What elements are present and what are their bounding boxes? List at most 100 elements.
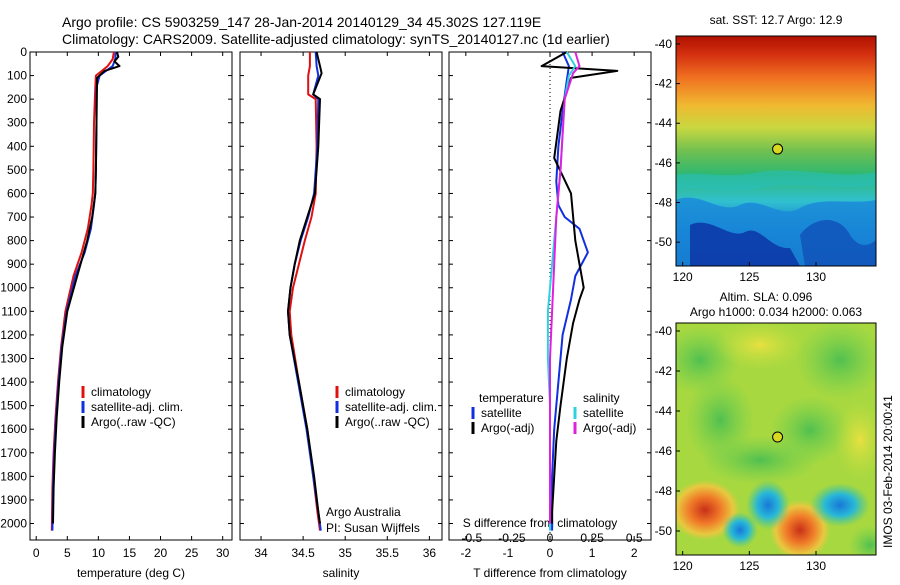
y-tick-label: 1100: [1, 304, 27, 318]
s-tick-label: -0.25: [498, 531, 526, 545]
legend-label: climatology: [345, 385, 405, 399]
y-tick-label: 500: [7, 163, 27, 177]
difference-panel: -2 -1 0 1 2 T difference from climatology S di…: [448, 51, 652, 580]
x-tick-label: 2: [631, 546, 638, 560]
sla-cold-eddy: [746, 480, 790, 530]
x-tick-label: -1: [503, 546, 514, 560]
sla-blob: [700, 435, 820, 485]
map-x-tick-label: 120: [673, 270, 693, 284]
sla-blob: [715, 323, 805, 370]
y-tick-label: 1000: [0, 281, 27, 295]
legend-label: satellite: [481, 406, 522, 420]
y-tick-label: 1400: [0, 375, 27, 389]
y-tick-label: 200: [7, 92, 27, 106]
legend-label: Argo(..raw -QC): [345, 415, 430, 429]
sst-cold-eddy: [690, 222, 800, 266]
x-axis-label: salinity: [323, 566, 360, 580]
map-y-tick-label: -40: [655, 37, 673, 51]
legend-title: salinity: [583, 391, 620, 405]
s-tick-label: -0.5: [461, 531, 482, 545]
y-tick-label: 300: [7, 116, 27, 130]
map-y-tick-label: -42: [655, 77, 673, 91]
map-y-tick-label: -46: [655, 444, 673, 458]
sla-blob: [848, 525, 876, 555]
x-tick-label: 25: [185, 546, 199, 560]
temperature-panel: 0 5 10 15 20 25 300100200300400500600700800900…: [0, 45, 233, 580]
s-tick-label: 0.5: [626, 531, 643, 545]
imos-timestamp: IMOS 03-Feb-2014 20:00:41: [881, 395, 895, 548]
sla-map-frame: [675, 322, 877, 556]
y-tick-label: 800: [7, 234, 27, 248]
y-tick-label: 1500: [0, 399, 27, 413]
map-y-tick-label: -44: [655, 116, 673, 130]
x-tick-label: 35: [339, 546, 353, 560]
sst-map-panel: 120 125 130 -40 -42 -44 -46 -48 -50 sat. SST: 12.…: [655, 13, 877, 284]
x-tick-label: -2: [460, 546, 471, 560]
series-line-argo-raw-qc-: [52, 51, 121, 524]
legend-label: satellite-adj. clim.: [345, 400, 437, 414]
x-tick-label: 36: [423, 546, 437, 560]
legend-label: Argo(..raw -QC): [91, 415, 176, 429]
legend-label: Argo(-adj): [481, 421, 534, 435]
series-line-argo-raw-qc-: [287, 51, 323, 524]
y-tick-label: 600: [7, 186, 27, 200]
sla-blob: [835, 400, 876, 480]
x-tick-label: 0: [547, 546, 554, 560]
series-line-temperature-argo-adj-: [540, 51, 619, 524]
sst-front: [676, 170, 876, 191]
sla-cold-eddy: [722, 512, 758, 548]
map-title: Argo h1000: 0.034 h2000: 0.063: [690, 305, 862, 319]
x-axis-label: temperature (deg C): [77, 566, 185, 580]
legend-label: satellite: [583, 406, 624, 420]
x-tick-label: 15: [123, 546, 137, 560]
y-tick-label: 100: [7, 69, 27, 83]
annotation-line: PI: Susan Wijffels: [326, 521, 420, 535]
y-tick-label: 900: [7, 257, 27, 271]
legend-title: temperature: [479, 391, 544, 405]
x-axis-label-top: S difference from climatology: [463, 516, 618, 530]
map-y-tick-label: -44: [655, 404, 673, 418]
map-y-tick-label: -50: [655, 524, 673, 538]
x-tick-label: 5: [64, 546, 71, 560]
y-tick-label: 400: [7, 139, 27, 153]
x-tick-label: 30: [216, 546, 230, 560]
header-line2: Climatology: CARS2009. Satellite-adjuste…: [62, 31, 610, 47]
x-tick-label: 10: [92, 546, 106, 560]
x-axis-label: T difference from climatology: [473, 566, 627, 580]
y-tick-label: 1700: [0, 446, 27, 460]
map-x-tick-label: 125: [739, 270, 759, 284]
argo-float-marker: [772, 143, 784, 155]
y-tick-label: 1800: [0, 469, 27, 483]
sla-cold-eddy: [810, 483, 870, 527]
s-tick-label: 0.25: [580, 531, 604, 545]
salinity-panel: 34 34.5 35 35.5 36 salinity climatologysatelli…: [239, 51, 443, 580]
map-x-tick-label: 125: [739, 559, 759, 573]
temperature-frame: [29, 51, 233, 541]
map-title: sat. SST: 12.7 Argo: 12.9: [710, 13, 843, 27]
series-line-temperature-satellite: [551, 51, 589, 531]
legend-label: Argo(-adj): [583, 421, 636, 435]
map-x-tick-label: 120: [673, 559, 693, 573]
map-y-tick-label: -40: [655, 324, 673, 338]
annotation-line: Argo Australia: [326, 505, 401, 519]
x-tick-label: 1: [589, 546, 596, 560]
salinity-frame: [239, 51, 443, 541]
map-x-tick-label: 130: [806, 270, 826, 284]
sst-cold-eddy-east: [800, 220, 876, 266]
y-tick-label: 1600: [0, 422, 27, 436]
x-tick-label: 35.5: [376, 546, 400, 560]
legend-label: satellite-adj. clim.: [91, 400, 183, 414]
map-x-tick-label: 130: [806, 559, 826, 573]
y-tick-label: 700: [7, 210, 27, 224]
sla-blob: [795, 323, 876, 400]
sst-map-frame: [675, 35, 877, 267]
map-y-tick-label: -48: [655, 484, 673, 498]
sla-map-panel: 120 125 130 -40 -42 -44 -46 -48 -50 Altim. SLA: 0…: [655, 290, 877, 573]
x-tick-label: 20: [154, 546, 168, 560]
argo-float-marker: [772, 431, 784, 443]
x-tick-label: 34: [254, 546, 268, 560]
header-line1: Argo profile: CS 5903259_147 28-Jan-2014…: [62, 14, 541, 30]
map-y-tick-label: -42: [655, 364, 673, 378]
